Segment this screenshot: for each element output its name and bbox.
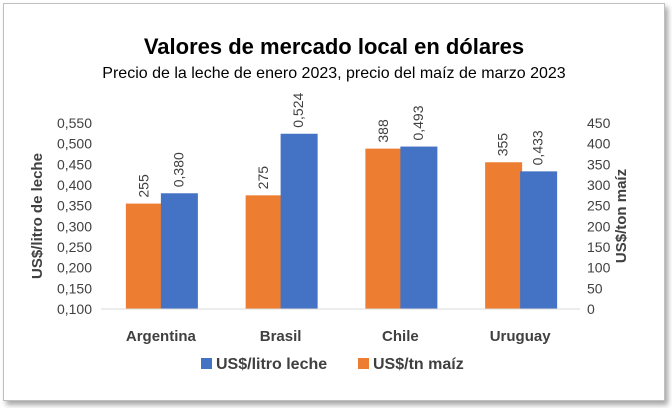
bar-milk [520,171,558,309]
left-tick-label: 0,450 [57,156,92,172]
legend-label-milk: US$/litro leche [216,356,327,373]
chart-title: Valores de mercado local en dólares [143,34,525,59]
category-label: Uruguay [490,328,552,345]
category-label: Chile [382,328,419,345]
bars [125,133,558,309]
left-tick-label: 0,200 [57,260,92,276]
data-label-milk: 0,493 [410,105,426,140]
right-tick-label: 450 [587,115,611,131]
right-tick-label: 200 [587,218,611,234]
bar-corn [245,195,283,309]
chart-subtitle: Precio de la leche de enero 2023, precio… [102,65,566,82]
right-tick-label: 400 [587,136,611,152]
bar-corn [365,148,403,309]
left-tick-label: 0,100 [57,301,92,317]
data-label-milk: 0,433 [530,130,546,165]
left-tick-label: 0,150 [57,280,92,296]
data-label-corn: 255 [135,174,151,198]
legend-swatch-milk [201,358,212,369]
left-tick-label: 0,500 [57,136,92,152]
right-tick-label: 50 [587,280,603,296]
y-axis-left-title: US$/litro de leche [29,153,46,279]
right-tick-label: 100 [587,260,611,276]
category-label: Brasil [260,328,302,345]
legend-label-corn: US$/tn maíz [373,356,464,373]
bar-milk [400,146,438,309]
right-tick-label: 350 [587,156,611,172]
right-tick-label: 0 [587,301,595,317]
legend-swatch-corn [358,358,369,369]
y-axis-right-title: US$/ton maíz [613,169,630,263]
data-label-milk: 0,380 [170,152,186,187]
category-label: Argentina [126,328,197,345]
category-labels: Argentina Brasil Chile Uruguay [126,328,551,345]
left-tick-label: 0,350 [57,198,92,214]
right-tick-label: 300 [587,177,611,193]
left-tick-label: 0,550 [57,115,92,131]
left-axis-ticks: 0,100 0,150 0,200 0,250 0,300 0,350 0,400 0,450… [57,115,92,317]
data-label-milk: 0,524 [290,92,306,127]
data-label-corn: 388 [375,119,391,143]
legend: US$/litro leche US$/tn maíz [201,356,464,373]
bar-milk [160,193,198,309]
left-tick-label: 0,400 [57,177,92,193]
bar-corn [485,162,523,309]
data-label-corn: 275 [255,166,271,190]
left-tick-label: 0,300 [57,218,92,234]
bar-corn [125,203,163,309]
left-tick-label: 0,250 [57,239,92,255]
right-tick-label: 250 [587,198,611,214]
data-labels: 255 0,380 275 0,524 388 0,493 355 0,433 [135,92,545,197]
data-label-corn: 355 [495,133,511,157]
right-tick-label: 150 [587,239,611,255]
bar-milk [280,133,318,309]
right-axis-ticks: 0 50 100 150 200 250 300 350 400 450 [587,115,611,317]
